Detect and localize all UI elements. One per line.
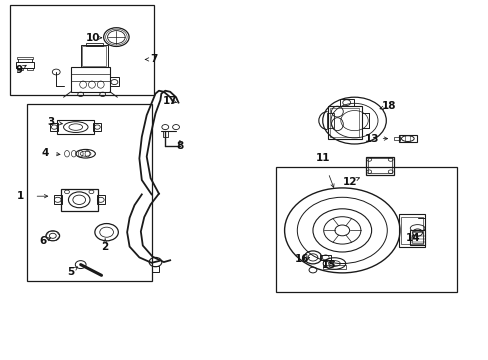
Text: 7: 7 bbox=[150, 54, 158, 64]
Bar bbox=[327, 106, 361, 139]
Bar bbox=[85, 43, 102, 46]
Bar bbox=[393, 137, 399, 140]
Bar bbox=[10, 5, 154, 95]
Bar bbox=[400, 217, 422, 244]
Bar bbox=[17, 68, 23, 70]
Bar bbox=[339, 99, 353, 106]
Bar bbox=[323, 265, 345, 269]
Text: 14: 14 bbox=[405, 233, 420, 243]
Text: 18: 18 bbox=[381, 101, 395, 111]
Bar bbox=[82, 46, 106, 66]
Bar bbox=[81, 45, 107, 67]
Text: 11: 11 bbox=[315, 153, 329, 163]
Text: 13: 13 bbox=[364, 134, 378, 144]
Bar bbox=[329, 108, 359, 137]
Text: 2: 2 bbox=[102, 242, 108, 252]
Bar bbox=[71, 67, 110, 92]
Bar bbox=[365, 157, 393, 175]
Text: 9: 9 bbox=[15, 65, 22, 75]
Bar bbox=[163, 131, 167, 137]
Bar bbox=[398, 135, 416, 142]
Bar bbox=[61, 189, 98, 211]
Bar bbox=[151, 266, 159, 272]
Bar bbox=[367, 158, 391, 173]
Text: 6: 6 bbox=[40, 236, 46, 246]
Bar bbox=[97, 195, 104, 204]
Text: 10: 10 bbox=[85, 33, 100, 43]
Text: 8: 8 bbox=[176, 141, 183, 151]
Bar bbox=[320, 255, 330, 260]
Text: 16: 16 bbox=[294, 254, 309, 264]
Text: 5: 5 bbox=[67, 267, 74, 277]
Text: 4: 4 bbox=[41, 148, 49, 158]
Bar bbox=[50, 123, 58, 131]
Bar bbox=[27, 68, 33, 70]
Bar bbox=[411, 232, 423, 243]
Bar bbox=[93, 123, 101, 131]
Bar bbox=[16, 62, 34, 68]
Text: 1: 1 bbox=[17, 191, 24, 201]
Bar bbox=[54, 195, 61, 204]
Text: 15: 15 bbox=[321, 260, 335, 270]
Bar bbox=[276, 167, 456, 292]
Bar bbox=[409, 230, 425, 245]
Bar bbox=[398, 214, 425, 247]
Text: 3: 3 bbox=[48, 117, 55, 127]
Bar bbox=[27, 104, 151, 281]
Bar bbox=[326, 113, 333, 128]
Bar bbox=[57, 120, 94, 134]
Bar bbox=[110, 77, 119, 86]
Text: 17: 17 bbox=[163, 96, 177, 106]
Bar bbox=[17, 57, 33, 59]
Text: 12: 12 bbox=[342, 177, 356, 187]
